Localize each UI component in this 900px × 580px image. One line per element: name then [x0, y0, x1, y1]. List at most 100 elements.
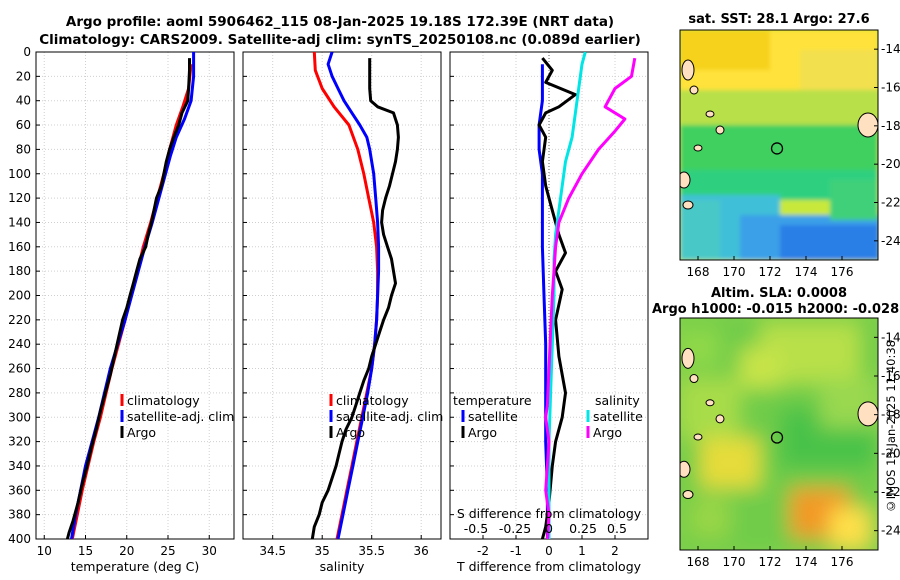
- map-sla-map: 168 170 172 174 176 -14 -16 -18 -20 -22 -24: [679, 317, 900, 569]
- map-frame: [679, 317, 879, 551]
- y-tick-label: 100: [8, 167, 31, 181]
- x-tick-label: 20: [119, 544, 134, 558]
- legend-entry: satellite: [468, 409, 518, 424]
- salinity-tick-label: -0.5: [464, 521, 488, 536]
- x-tick-label: 10: [37, 544, 52, 558]
- x-axis-label: salinity: [320, 559, 365, 574]
- legend-title-salinity: salinity: [595, 393, 640, 408]
- x-tick-label: 35: [315, 544, 330, 558]
- island-outline: [857, 112, 878, 138]
- island-outline: [705, 399, 715, 407]
- y-tick-label: 220: [8, 313, 31, 327]
- island-outline: [689, 85, 699, 95]
- island-outline: [857, 401, 878, 427]
- legend-entry: satellite-adj. clim: [127, 409, 234, 424]
- series-line-argo: [65, 58, 191, 539]
- map-y-tick-label: -22: [881, 485, 900, 499]
- x-tick-label: 36: [414, 544, 429, 558]
- legend-entry: Argo: [336, 425, 365, 440]
- map-y-tick-label: -14: [881, 42, 900, 56]
- y-tick-label: 60: [16, 118, 31, 132]
- map-x-tick-label: 170: [723, 265, 746, 279]
- map-x-tick-label: 172: [759, 265, 782, 279]
- island-outline: [693, 433, 703, 441]
- y-tick-label: 340: [8, 459, 31, 473]
- map-y-tick-label: -22: [881, 196, 900, 210]
- series-line-satellite-adj-clim: [326, 52, 381, 539]
- x-tick-label: 25: [160, 544, 175, 558]
- salinity-tick-label: -0.25: [499, 521, 531, 536]
- legend-entry: climatology: [336, 393, 409, 408]
- island-outline: [682, 490, 694, 500]
- sst-map-title: sat. SST: 28.1 Argo: 27.6: [688, 12, 869, 27]
- map-sst-map: 168 170 172 174 176 -14 -16 -18 -20 -22 -24: [679, 29, 900, 279]
- x-tick-label: -1: [510, 544, 522, 558]
- island-outline: [680, 460, 691, 478]
- map-x-tick-label: 172: [759, 555, 782, 569]
- map-color-patch: [680, 200, 720, 260]
- island-outline: [715, 125, 725, 135]
- x-axis-label-top: S difference from climatology: [457, 506, 642, 521]
- salinity-tick-label: 0.25: [569, 521, 597, 536]
- panel-salinity: 34.5 35 35.5 36 salinity climatologysatellite…: [242, 51, 443, 574]
- y-tick-label: 180: [8, 264, 31, 278]
- y-tick-label: 0: [23, 45, 31, 59]
- series-line-salinity-argo: [544, 57, 637, 539]
- map-color-patch: [780, 225, 878, 260]
- map-x-tick-label: 176: [831, 555, 854, 569]
- map-y-tick-label: -18: [881, 119, 900, 133]
- sla-map-title-line2: Argo h1000: -0.015 h2000: -0.028: [652, 302, 899, 317]
- y-tick-label: 260: [8, 362, 31, 376]
- y-tick-label: 400: [8, 532, 31, 546]
- legend-entry: satellite-adj. clim: [336, 409, 443, 424]
- y-tick-label: 20: [16, 69, 31, 83]
- series-line-argo: [310, 58, 400, 539]
- map-x-tick-label: 174: [795, 265, 818, 279]
- y-tick-label: 140: [8, 215, 31, 229]
- island-outline: [689, 374, 699, 384]
- y-tick-label: 120: [8, 191, 31, 205]
- map-y-tick-label: -24: [881, 234, 900, 248]
- series-line-temperature-argo: [537, 57, 577, 539]
- salinity-tick-label: 0.5: [607, 521, 627, 536]
- map-x-tick-label: 176: [831, 265, 854, 279]
- map-color-patch: [680, 378, 740, 438]
- y-tick-label: 200: [8, 289, 31, 303]
- x-tick-label: 34.5: [259, 544, 286, 558]
- x-axis-label: temperature (deg C): [71, 559, 200, 574]
- y-tick-label: 80: [16, 142, 31, 156]
- x-tick-label: 0: [545, 544, 553, 558]
- map-field-layer: [680, 30, 878, 260]
- y-tick-label: 280: [8, 386, 31, 400]
- island-outline: [681, 347, 695, 369]
- figure-title-line2: Climatology: CARS2009. Satellite-adj cli…: [39, 32, 641, 48]
- y-tick-label: 360: [8, 483, 31, 497]
- legend-entry: Argo: [127, 425, 156, 440]
- island-outline: [680, 171, 691, 189]
- argo-float-marker: [770, 142, 784, 155]
- y-tick-label: 40: [16, 94, 31, 108]
- map-y-tick-label: -14: [881, 330, 900, 344]
- island-outline: [693, 144, 703, 152]
- map-x-tick-label: 168: [687, 265, 710, 279]
- map-y-tick-label: -16: [881, 369, 900, 383]
- map-y-tick-label: -20: [881, 157, 900, 171]
- map-frame: [679, 29, 879, 261]
- x-tick-label: 1: [578, 544, 586, 558]
- island-outline: [715, 414, 725, 424]
- figure-title-line1: Argo profile: aoml 5906462_115 08-Jan-20…: [65, 14, 615, 30]
- map-color-patch: [680, 125, 878, 170]
- y-tick-label: 380: [8, 508, 31, 522]
- legend-entry: climatology: [127, 393, 200, 408]
- argo-float-marker: [770, 431, 784, 444]
- map-y-tick-label: -20: [881, 446, 900, 460]
- map-color-patch: [680, 90, 878, 130]
- legend-title-temperature: temperature: [453, 393, 532, 408]
- map-field: [680, 30, 878, 260]
- map-color-patch: [830, 508, 870, 548]
- map-x-tick-label: 168: [687, 555, 710, 569]
- x-axis-label: T difference from climatology: [456, 559, 642, 574]
- island-outline: [682, 200, 694, 210]
- map-y-tick-label: -18: [881, 408, 900, 422]
